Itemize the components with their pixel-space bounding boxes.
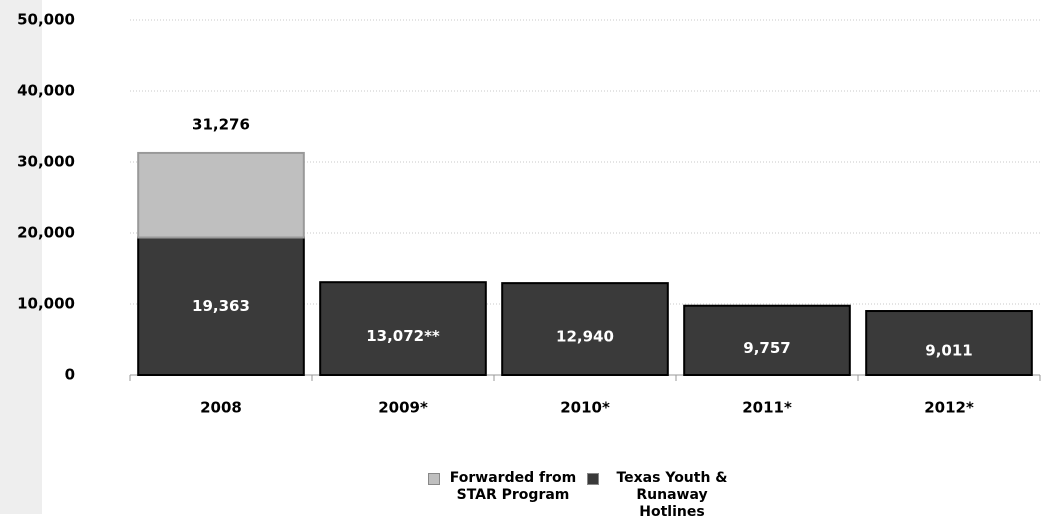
y-tick-label: 20,000 (17, 224, 75, 242)
value-label: 9,757 (743, 339, 790, 357)
bar-segment (501, 282, 669, 377)
bar-segment (137, 236, 305, 376)
bar-segment (865, 310, 1033, 377)
value-label: 12,940 (556, 328, 614, 346)
value-label: 13,072** (366, 327, 440, 345)
legend-item: Texas Youth & Runaway Hotlines (587, 470, 742, 521)
y-tick-label: 50,000 (17, 11, 75, 29)
x-tick-label: 2011* (742, 399, 792, 417)
y-tick-label: 40,000 (17, 82, 75, 100)
legend: Forwarded from STAR Program Texas Youth &… (428, 470, 742, 521)
total-label: 31,276 (192, 115, 250, 133)
legend-label: Texas Youth & Runaway Hotlines (616, 470, 728, 520)
y-tick-label: 10,000 (17, 295, 75, 313)
y-tick-label: 30,000 (17, 153, 75, 171)
value-label: 19,363 (192, 297, 250, 315)
legend-item: Forwarded from STAR Program (428, 470, 583, 521)
x-tick-label: 2010* (560, 399, 610, 417)
x-tick-label: 2009* (378, 399, 428, 417)
legend-swatch (587, 473, 599, 485)
legend-label: Forwarded from STAR Program (449, 470, 577, 503)
side-strip (0, 0, 42, 514)
value-label: 9,011 (925, 342, 972, 360)
x-tick-label: 2012* (924, 399, 974, 417)
y-tick-label: 0 (65, 366, 75, 384)
legend-swatch (428, 473, 440, 485)
bar-segment (137, 151, 305, 239)
bar-segment (319, 281, 487, 377)
bar-segment (683, 304, 851, 377)
x-tick-label: 2008 (200, 399, 242, 417)
